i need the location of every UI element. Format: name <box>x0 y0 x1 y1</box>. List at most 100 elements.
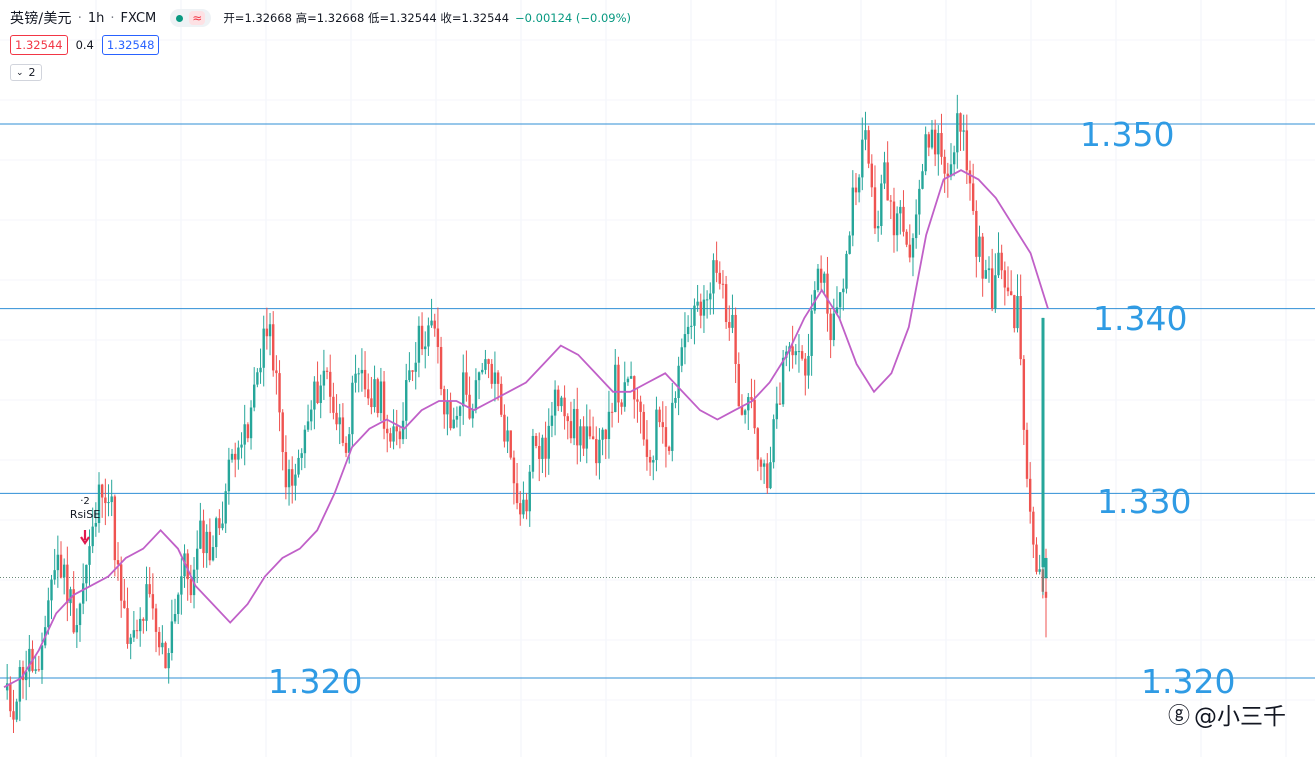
interval-label[interactable]: 1h <box>87 10 105 26</box>
candle-body <box>750 397 753 400</box>
candle-body <box>797 351 801 353</box>
candle-body <box>218 518 221 529</box>
candle-body <box>987 268 991 271</box>
candle-body <box>348 434 351 453</box>
wave-icon: ≈ <box>189 11 206 25</box>
candle-body <box>671 402 674 451</box>
candle-body <box>224 491 227 524</box>
candle-body <box>151 594 155 609</box>
candle-body <box>952 152 956 165</box>
candle-body <box>740 406 744 415</box>
indicator-collapse-button[interactable]: ⌄ 2 <box>10 64 42 81</box>
candle-body <box>810 310 813 356</box>
candle-body <box>392 426 395 442</box>
candle-body <box>1019 296 1022 360</box>
candle-body <box>240 444 243 448</box>
buy-price-button[interactable]: 1.32548 <box>101 35 160 55</box>
candle-body <box>221 523 224 529</box>
candle-body <box>965 130 969 171</box>
candle-body <box>512 457 516 484</box>
candle-body <box>794 351 797 356</box>
level-label-1330: 1.330 <box>1097 482 1192 521</box>
candle-body <box>268 324 272 337</box>
bid-ask-row: 1.32544 0.4 1.32548 <box>10 35 160 55</box>
candle-body <box>534 435 538 446</box>
candle-body <box>167 652 170 669</box>
candle-body <box>1006 287 1010 292</box>
candle-body <box>401 420 405 440</box>
candle-body <box>313 381 316 410</box>
candle-body <box>322 370 326 386</box>
candle-body <box>677 365 680 399</box>
candle-body <box>753 399 756 429</box>
candle-body <box>709 293 712 300</box>
candle-body <box>506 430 509 442</box>
candle-body <box>674 398 677 403</box>
candle-body <box>104 497 107 504</box>
candle-body <box>867 130 870 164</box>
candle-body <box>962 130 965 132</box>
candle-body <box>718 272 721 284</box>
candle-body <box>598 439 601 464</box>
candle-body <box>1009 291 1013 296</box>
candle-body <box>91 526 94 547</box>
candle-body <box>883 162 886 184</box>
candle-body <box>918 188 921 215</box>
candle-body <box>297 457 300 475</box>
candle-body <box>357 373 360 375</box>
candle-body <box>481 369 484 373</box>
brand-logo-icon: ⓖ <box>1168 704 1191 729</box>
candle-body <box>142 618 145 621</box>
candle-body <box>452 419 455 429</box>
candle-body <box>28 648 31 672</box>
candle-body <box>319 385 322 403</box>
candle-body <box>629 376 633 379</box>
candle-body <box>439 346 443 390</box>
market-status-pill[interactable]: ≈ <box>170 9 212 27</box>
chevron-down-icon: ⌄ <box>16 67 24 78</box>
candle-body <box>614 364 617 413</box>
candle-body <box>284 452 288 488</box>
candle-body <box>880 183 883 227</box>
candle-body <box>959 113 962 132</box>
candle-body <box>819 268 823 283</box>
candle-body <box>769 462 772 489</box>
candle-body <box>303 429 307 454</box>
candle-body <box>658 409 661 423</box>
candle-body <box>807 355 810 376</box>
candle-body <box>227 459 231 492</box>
candle-body <box>367 389 370 399</box>
candle-body <box>971 183 975 211</box>
candle-body <box>842 288 845 293</box>
candle-body <box>848 235 851 254</box>
candle-body <box>933 129 937 155</box>
symbol-name[interactable]: 英镑/美元 <box>10 11 72 27</box>
candle-body <box>119 564 123 601</box>
candle-body <box>211 547 215 561</box>
candle-body <box>500 383 503 415</box>
watermark: ⓖ @小三千 <box>1168 697 1286 731</box>
candle-body <box>199 520 202 549</box>
candle-body <box>693 305 696 326</box>
candle-body <box>145 584 148 621</box>
candle-body <box>287 469 291 488</box>
candle-body <box>766 463 769 489</box>
candle-body <box>398 431 402 440</box>
candle-body <box>138 618 142 632</box>
candle-body <box>436 328 440 347</box>
moving-average-line <box>3 169 1049 688</box>
candle-body <box>595 439 598 464</box>
candle-body <box>474 380 478 411</box>
candle-body <box>81 583 85 604</box>
sell-price-button[interactable]: 1.32544 <box>10 35 68 55</box>
candle-body <box>870 163 874 188</box>
candle-body <box>560 397 563 407</box>
candle-body <box>642 411 645 440</box>
candle-body <box>563 397 566 417</box>
candle-body <box>281 412 284 453</box>
candle-body <box>316 381 319 403</box>
candle-body <box>832 313 835 341</box>
candle-body <box>107 502 110 504</box>
candle-body <box>585 426 588 449</box>
